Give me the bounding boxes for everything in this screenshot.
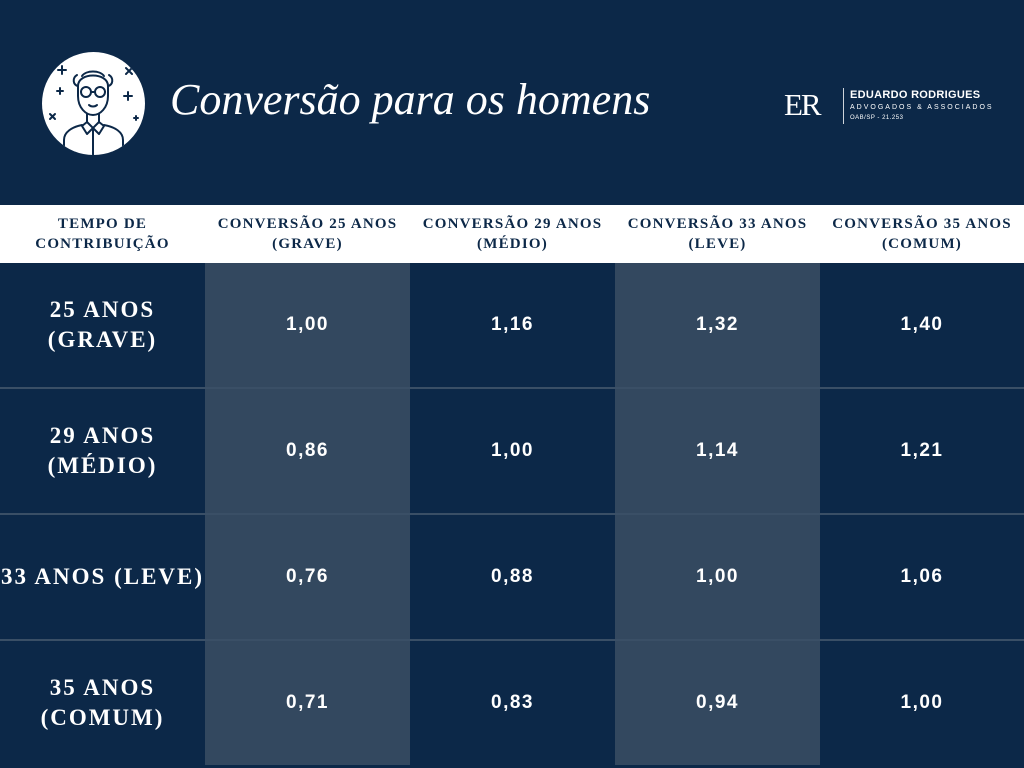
table-header-row: TEMPO DE CONTRIBUIÇÃO CONVERSÃO 25 ANOS …	[0, 205, 1024, 263]
row-label: 35 ANOS (COMUM)	[0, 641, 205, 765]
table-cell: 1,40	[820, 263, 1024, 387]
table-cell: 1,16	[410, 263, 615, 387]
table-row: 29 ANOS (MÉDIO) 0,86 1,00 1,14 1,21	[0, 389, 1024, 515]
logo-subtitle: ADVOGADOS & ASSOCIADOS	[850, 104, 994, 111]
table-cell: 0,83	[410, 641, 615, 765]
logo-name: EDUARDO RODRIGUES	[850, 89, 981, 101]
column-header: TEMPO DE CONTRIBUIÇÃO	[35, 216, 170, 252]
logo-oab: OAB/SP - 21.253	[850, 115, 904, 121]
page-title: Conversão para os homens	[170, 75, 651, 124]
elderly-man-icon	[42, 52, 145, 155]
table-cell: 0,76	[205, 515, 410, 639]
row-label: 33 ANOS (LEVE)	[0, 515, 205, 639]
logo-divider	[843, 88, 844, 124]
table-row: 25 ANOS (GRAVE) 1,00 1,16 1,32 1,40	[0, 263, 1024, 389]
table-cell: 1,21	[820, 389, 1024, 513]
table-cell: 1,14	[615, 389, 820, 513]
logo-mark: ER	[784, 87, 822, 122]
column-header: CONVERSÃO 35 ANOS (COMUM)	[832, 216, 1012, 252]
table-body: 25 ANOS (GRAVE) 1,00 1,16 1,32 1,40 29 A…	[0, 263, 1024, 765]
table-cell: 0,94	[615, 641, 820, 765]
table-cell: 1,06	[820, 515, 1024, 639]
table-cell: 0,88	[410, 515, 615, 639]
column-header: CONVERSÃO 25 ANOS (GRAVE)	[217, 216, 398, 252]
row-label: 25 ANOS (GRAVE)	[0, 263, 205, 387]
column-header: CONVERSÃO 29 ANOS (MÉDIO)	[422, 216, 603, 252]
table-cell: 0,86	[205, 389, 410, 513]
table-row: 35 ANOS (COMUM) 0,71 0,83 0,94 1,00	[0, 641, 1024, 765]
table-row: 33 ANOS (LEVE) 0,76 0,88 1,00 1,06	[0, 515, 1024, 641]
table-cell: 1,00	[615, 515, 820, 639]
firm-logo: ER EDUARDO RODRIGUES ADVOGADOS & ASSOCIA…	[784, 86, 996, 126]
table-cell: 1,32	[615, 263, 820, 387]
header: Conversão para os homens ER EDUARDO RODR…	[0, 0, 1024, 205]
row-label: 29 ANOS (MÉDIO)	[0, 389, 205, 513]
column-header: CONVERSÃO 33 ANOS (LEVE)	[627, 216, 808, 252]
table-cell: 0,71	[205, 641, 410, 765]
table-cell: 1,00	[820, 641, 1024, 765]
table-cell: 1,00	[205, 263, 410, 387]
conversion-table: TEMPO DE CONTRIBUIÇÃO CONVERSÃO 25 ANOS …	[0, 205, 1024, 768]
table-cell: 1,00	[410, 389, 615, 513]
